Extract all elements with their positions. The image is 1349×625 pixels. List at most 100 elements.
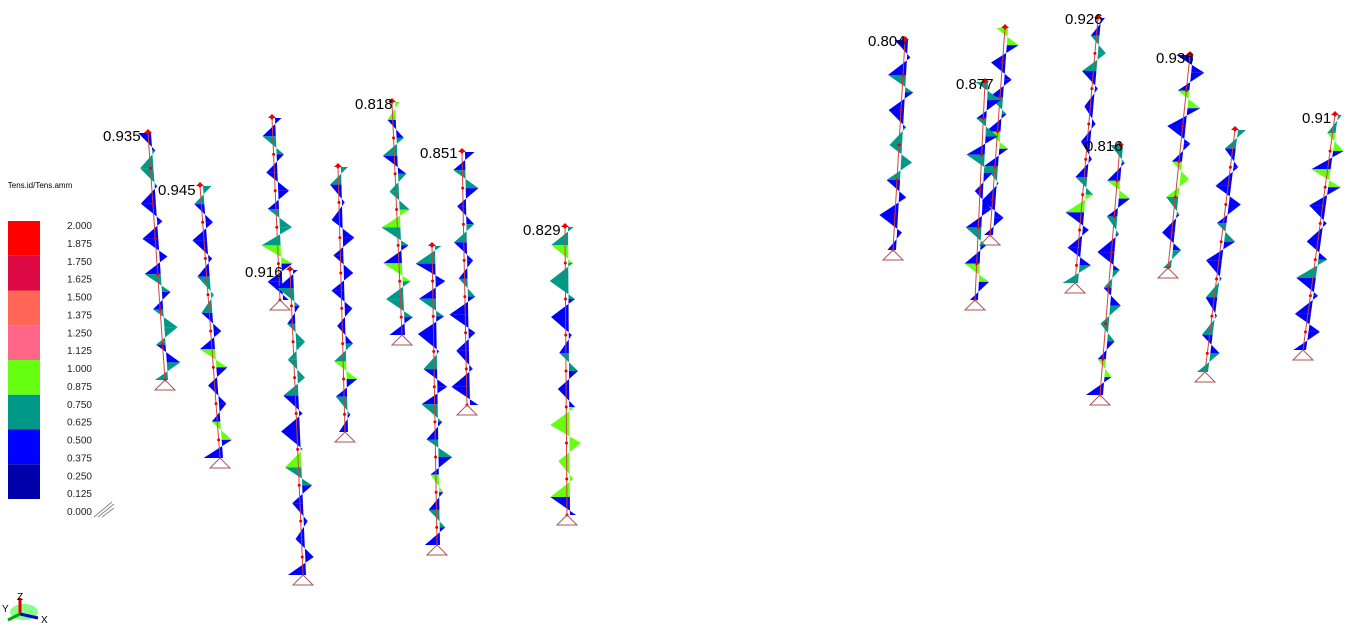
segment xyxy=(337,308,353,326)
segment xyxy=(888,57,911,75)
segment xyxy=(389,173,407,192)
segment xyxy=(331,202,345,220)
node xyxy=(564,369,568,373)
segment xyxy=(1205,260,1222,279)
top-node xyxy=(1231,126,1239,130)
segment xyxy=(457,206,475,225)
node xyxy=(153,237,157,241)
segment xyxy=(208,385,227,404)
segment xyxy=(1215,167,1239,186)
node xyxy=(1115,179,1119,183)
axis-line xyxy=(289,269,304,576)
segment xyxy=(1106,216,1120,235)
node xyxy=(337,200,341,204)
node xyxy=(991,199,994,202)
segment xyxy=(267,190,290,209)
node xyxy=(434,455,438,459)
node xyxy=(981,116,985,120)
segment xyxy=(1090,18,1105,36)
column-label: 0.935 xyxy=(103,128,141,145)
node xyxy=(1107,286,1111,290)
column xyxy=(261,114,293,311)
segment xyxy=(423,351,440,370)
node xyxy=(464,367,468,371)
legend-level: 0.750 xyxy=(67,400,92,411)
node xyxy=(211,365,215,369)
segment xyxy=(267,263,293,282)
node xyxy=(338,236,342,240)
segment xyxy=(964,245,987,264)
segment xyxy=(153,309,178,328)
axis-label: Y xyxy=(2,604,9,615)
top-node xyxy=(1186,51,1194,55)
segment xyxy=(888,75,914,93)
node xyxy=(300,555,304,559)
segment xyxy=(991,45,1019,63)
axis-line xyxy=(1074,17,1099,284)
segment xyxy=(430,457,453,475)
node xyxy=(206,293,210,297)
segment xyxy=(387,102,400,120)
column xyxy=(549,223,581,526)
legend-swatch xyxy=(8,429,40,465)
node xyxy=(1313,258,1317,262)
segment xyxy=(1162,214,1180,233)
segment xyxy=(208,367,228,386)
node xyxy=(565,477,569,481)
support xyxy=(208,457,232,469)
top-node xyxy=(1116,141,1124,145)
legend-level: 0.875 xyxy=(67,382,92,393)
segment xyxy=(1201,334,1220,354)
axis-line xyxy=(1099,144,1121,396)
node xyxy=(1181,124,1185,128)
node xyxy=(432,350,436,354)
segment xyxy=(551,227,574,245)
support xyxy=(333,431,357,443)
legend-level: 1.875 xyxy=(67,239,92,250)
column xyxy=(879,36,914,261)
segment xyxy=(1100,323,1115,342)
segment xyxy=(549,263,574,281)
segment xyxy=(197,258,213,277)
segment xyxy=(421,404,443,422)
legend-swatch xyxy=(8,360,40,395)
node xyxy=(293,376,297,380)
top-node xyxy=(1001,24,1009,28)
legend-level: 1.250 xyxy=(67,328,92,339)
node xyxy=(1101,357,1105,361)
segment xyxy=(1294,295,1319,314)
segment xyxy=(887,232,902,250)
segment xyxy=(154,362,181,380)
node xyxy=(1303,330,1307,334)
segment xyxy=(386,281,411,300)
segment xyxy=(201,294,214,313)
top-node xyxy=(981,78,989,82)
segment xyxy=(281,431,303,450)
node xyxy=(565,441,568,445)
support xyxy=(1088,394,1112,406)
segment xyxy=(975,82,1001,101)
axis-line xyxy=(147,132,166,381)
segment xyxy=(283,395,303,414)
segment xyxy=(387,119,404,138)
segment xyxy=(879,197,907,215)
node xyxy=(461,186,465,190)
axis-line xyxy=(1204,129,1236,373)
segment xyxy=(453,170,479,189)
node xyxy=(976,225,980,229)
segment xyxy=(558,461,574,479)
segment xyxy=(984,148,1009,166)
segment xyxy=(381,209,410,228)
segment xyxy=(1309,187,1341,206)
node xyxy=(564,333,568,337)
node xyxy=(1112,214,1116,218)
segment xyxy=(1097,359,1112,378)
legend-level: 0.125 xyxy=(67,489,92,500)
column-label: 0.91 xyxy=(1302,110,1331,127)
segment xyxy=(1065,194,1094,213)
segment xyxy=(965,227,987,246)
top-node xyxy=(144,129,152,133)
node xyxy=(464,331,468,335)
top-node xyxy=(334,163,342,167)
segment xyxy=(199,331,222,350)
